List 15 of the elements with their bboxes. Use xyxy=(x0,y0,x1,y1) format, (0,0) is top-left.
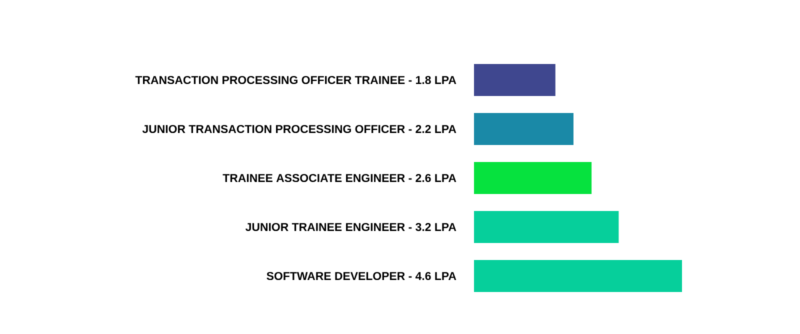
bar xyxy=(474,162,592,194)
bar xyxy=(474,113,574,145)
data-label: 4.6 LPA xyxy=(415,272,456,280)
y-tick-label: JUNIOR TRANSACTION PROCESSING OFFICER - xyxy=(142,124,412,134)
bar xyxy=(474,211,619,244)
bar xyxy=(474,260,682,292)
y-tick-label: JUNIOR TRAINEE ENGINEER - xyxy=(246,222,412,232)
y-tick-label: TRAINEE ASSOCIATE ENGINEER - xyxy=(222,174,412,182)
bar xyxy=(474,64,556,96)
data-label: 1.8 LPA xyxy=(416,76,456,84)
data-label: 3.2 LPA xyxy=(416,222,456,232)
data-label: 2.6 LPA xyxy=(416,174,456,182)
y-tick-label: SOFTWARE DEVELOPER - xyxy=(266,272,412,280)
data-label: 2.2 LPA xyxy=(416,124,456,133)
y-tick-label: TRANSACTION PROCESSING OFFICER TRAINEE - xyxy=(135,76,412,84)
